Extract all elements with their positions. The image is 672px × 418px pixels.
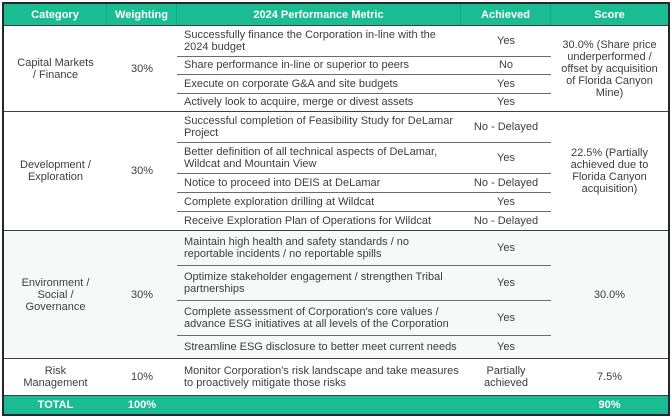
metric-row: Complete assessment of Corporation's cor… [177,301,551,336]
achieved-value: Yes [497,196,515,208]
header-category: Category [4,4,107,25]
achieved-value: Yes [497,152,515,164]
achieved-value: No - Delayed [473,177,539,189]
section-capital-markets-finance: Capital Markets / Finance 30% Successful… [4,26,668,112]
metric-row: Better definition of all technical aspec… [177,143,551,174]
metric-row: Monitor Corporation's risk landscape and… [177,359,551,395]
header-achieved: Achieved [461,4,551,25]
weighting-value: 30% [130,165,154,177]
metric-row: Notice to proceed into DEIS at DeLamar N… [177,174,551,193]
achieved-value: Yes [497,77,515,90]
achieved-value: Yes [497,277,515,289]
metric-row: Streamline ESG disclosure to better meet… [177,336,551,358]
score-value: 30.0% [593,288,626,301]
weighting-value: 10% [130,371,154,383]
achieved-value: Yes [497,341,515,353]
metric-text: Better definition of all technical aspec… [184,146,438,170]
metric-text: Optimize stakeholder engagement / streng… [184,271,443,295]
total-row: TOTAL 100% 90% [4,396,668,414]
metric-text: Complete assessment of Corporation's cor… [184,306,449,330]
score-value: 22.5% (Partially achieved due to Florida… [570,147,649,195]
metric-text: Monitor Corporation's risk landscape and… [184,365,459,389]
category-label: Capital Markets / Finance [17,56,94,81]
metric-text: Execute on corporate G&A and site budget… [184,77,399,90]
score-value: 7.5% [596,371,623,383]
metric-row: Maintain high health and safety standard… [177,231,551,266]
metric-text: Successful completion of Feasibility Stu… [184,115,454,139]
metric-text: Actively look to acquire, merge or dives… [184,96,414,109]
metric-text: Complete exploration drilling at Wildcat [184,196,375,208]
weighting-value: 30% [130,288,154,301]
score-value: 30.0% (Share price underperformed / offs… [561,38,658,99]
weighting-value: 30% [130,62,154,75]
section-development-exploration: Development / Exploration 30% Successful… [4,112,668,231]
achieved-value: Partially achieved [483,365,529,389]
metric-row: Share performance in-line or superior to… [177,57,551,75]
metric-row: Receive Exploration Plan of Operations f… [177,212,551,230]
achieved-value: Yes [497,242,515,254]
header-weighting: Weighting [107,4,177,25]
metric-row: Execute on corporate G&A and site budget… [177,75,551,94]
section-environment-social-governance: Environment / Social / Governance 30% Ma… [4,231,668,359]
metrics-group: Monitor Corporation's risk landscape and… [177,359,551,395]
metric-text: Successfully finance the Corporation in-… [184,28,436,53]
metrics-group: Successfully finance the Corporation in-… [177,26,551,111]
category-label: Risk Management [23,365,88,389]
total-label: TOTAL [37,399,74,411]
metrics-group: Maintain high health and safety standard… [177,231,551,358]
metric-row: Optimize stakeholder engagement / streng… [177,266,551,301]
total-score: 90% [598,399,621,411]
metric-row: Successful completion of Feasibility Stu… [177,112,551,143]
metric-text: Share performance in-line or superior to… [184,59,410,72]
table-header-row: Category Weighting 2024 Performance Metr… [4,4,668,26]
achieved-value: No [498,59,514,72]
metrics-group: Successful completion of Feasibility Stu… [177,112,551,230]
achieved-value: Yes [497,96,515,109]
section-risk-management: Risk Management 10% Monitor Corporation'… [4,359,668,396]
metric-text: Streamline ESG disclosure to better meet… [184,341,457,353]
total-weighting: 100% [127,399,157,411]
achieved-value: No - Delayed [473,215,539,227]
metric-text: Receive Exploration Plan of Operations f… [184,215,432,227]
category-label: Development / Exploration [20,159,91,183]
category-label: Environment / Social / Governance [21,276,90,313]
achieved-value: Yes [497,312,515,324]
header-score: Score [594,8,625,21]
metric-text: Maintain high health and safety standard… [184,236,410,260]
achieved-value: Yes [497,34,515,47]
header-metric: 2024 Performance Metric [177,4,461,25]
metric-row: Successfully finance the Corporation in-… [177,26,551,57]
metric-text: Notice to proceed into DEIS at DeLamar [184,177,381,189]
achieved-value: No - Delayed [473,121,539,133]
metric-row: Complete exploration drilling at Wildcat… [177,193,551,212]
metric-row: Actively look to acquire, merge or dives… [177,94,551,112]
